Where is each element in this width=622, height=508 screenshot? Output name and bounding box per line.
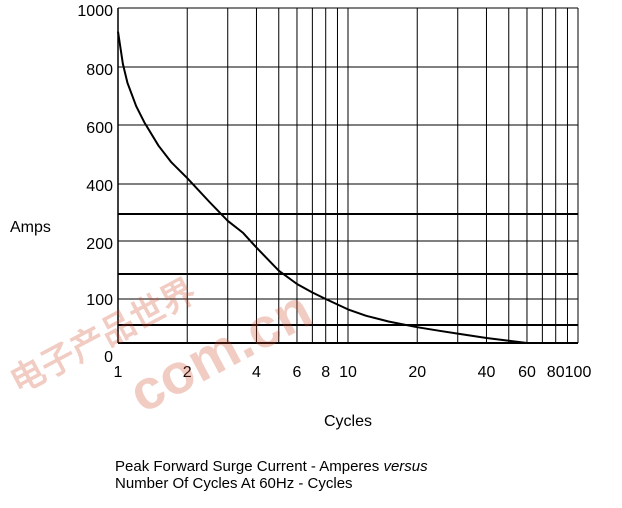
chart-grid	[117, 8, 579, 344]
y-tick-label: 800	[86, 62, 113, 79]
x-tick-label: 20	[408, 364, 426, 381]
x-tick-label: 10	[339, 364, 357, 381]
x-tick-label: 2	[183, 364, 192, 381]
surge-curve-line	[117, 31, 578, 344]
y-tick-label: 200	[86, 236, 113, 253]
caption-line-1-text: Peak Forward Surge Current - Amperes	[115, 458, 384, 475]
y-tick-label: 100	[86, 292, 113, 309]
caption-line-1: Peak Forward Surge Current - Amperes ver…	[115, 458, 428, 475]
plot-frame	[117, 7, 579, 344]
x-tick-label: 100	[565, 364, 592, 381]
x-tick-label: 60	[518, 364, 536, 381]
x-tick-label: 80	[547, 364, 565, 381]
x-tick-label: 1	[114, 364, 123, 381]
x-tick-label: 8	[321, 364, 330, 381]
x-tick-label: 4	[252, 364, 261, 381]
surge-curve-layer	[117, 31, 578, 344]
y-tick-label: 600	[86, 120, 113, 137]
y-tick-labels: 0 100 200 400 600 800 1000	[77, 3, 113, 366]
x-tick-label: 40	[478, 364, 496, 381]
x-tick-label: 6	[293, 364, 302, 381]
figure-caption: Peak Forward Surge Current - Amperes ver…	[115, 458, 428, 492]
x-tick-labels: 1 2 4 6 8 10 20 40 60 80 100	[114, 364, 592, 381]
caption-line-1-italic: versus	[383, 458, 428, 475]
y-tick-label: 400	[86, 178, 113, 195]
y-tick-label: 1000	[77, 3, 113, 20]
y-tick-label: 0	[104, 349, 113, 366]
caption-line-2: Number Of Cycles At 60Hz - Cycles	[115, 475, 353, 492]
x-axis-title: Cycles	[324, 413, 372, 430]
y-axis-title: Amps	[10, 219, 51, 236]
